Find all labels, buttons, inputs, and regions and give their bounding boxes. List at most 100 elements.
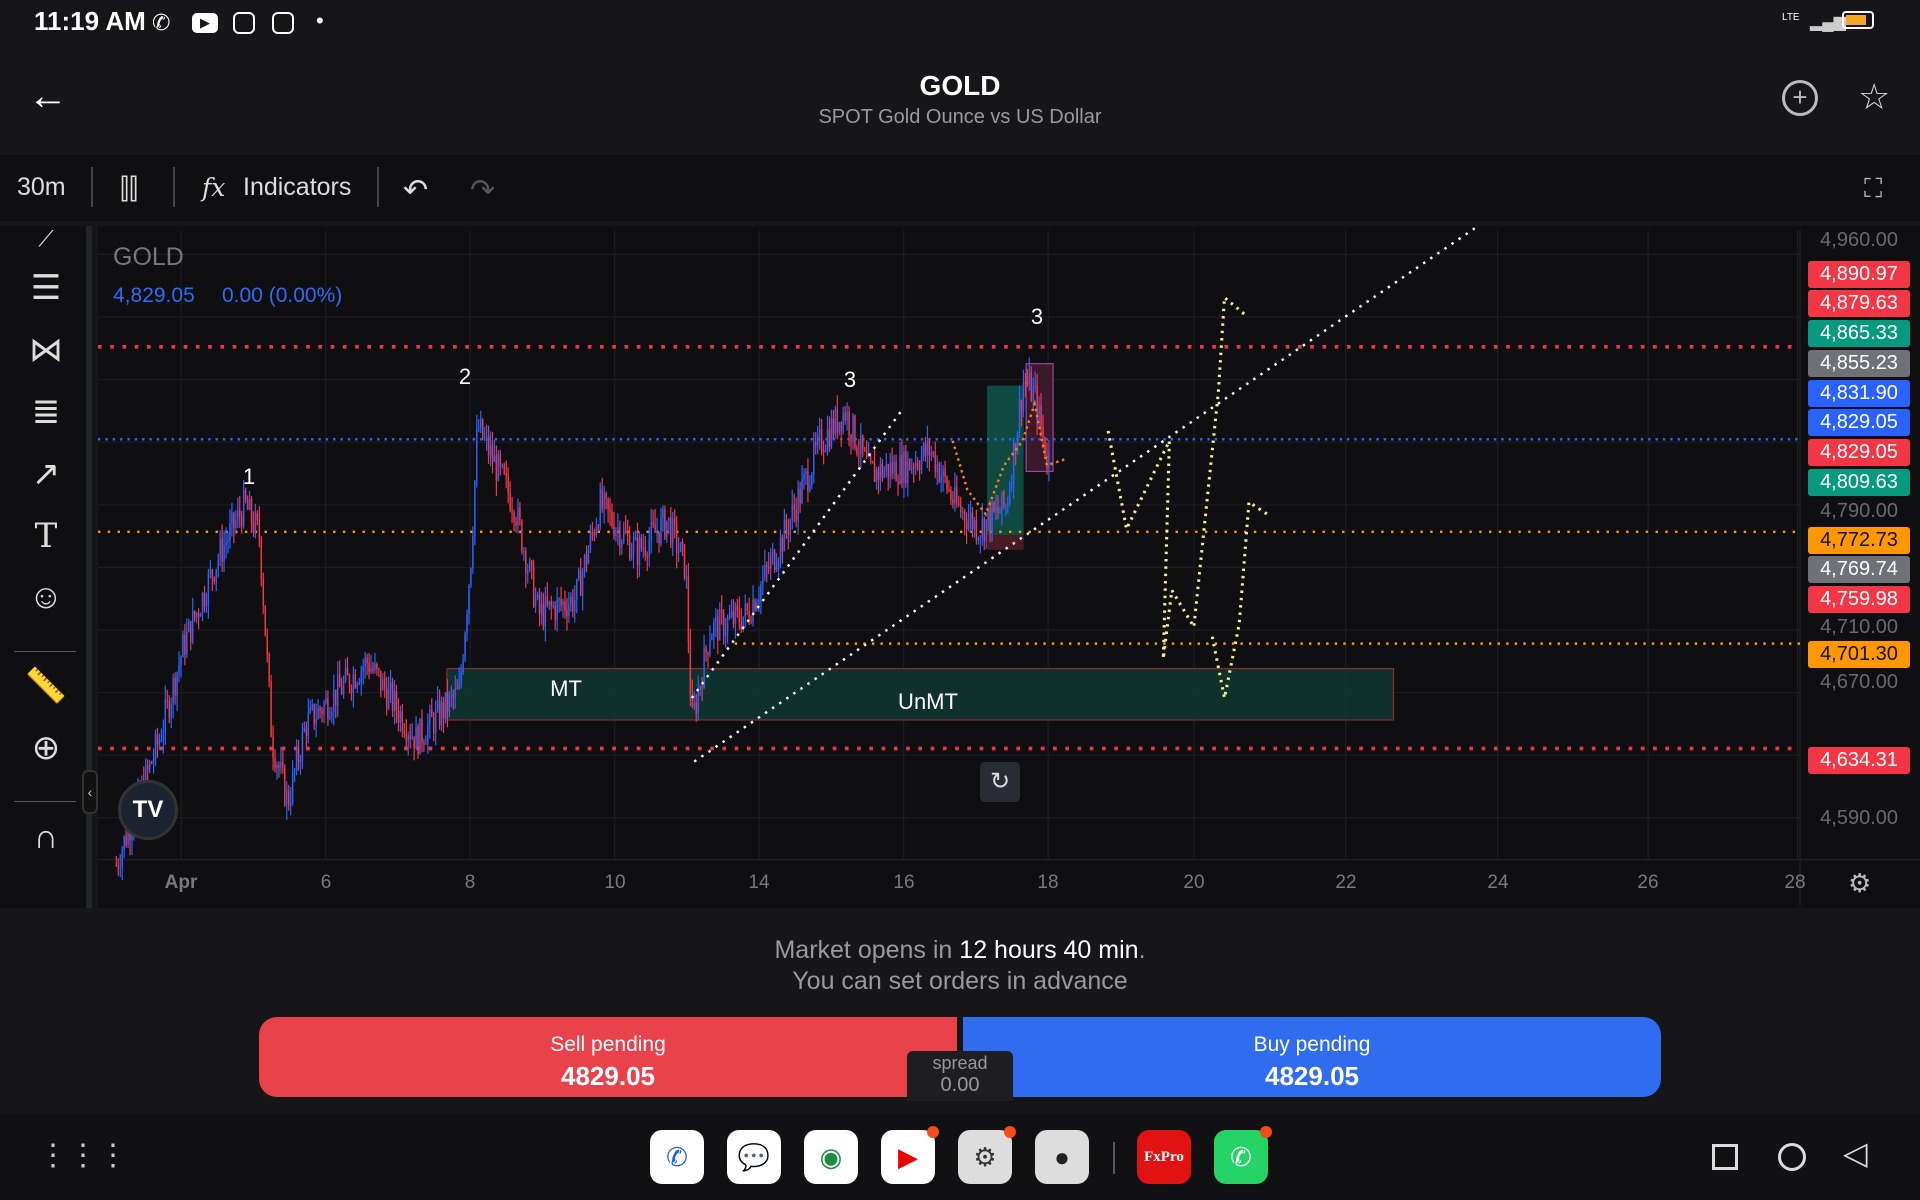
candle-body: [909, 459, 911, 470]
candle-body: [864, 449, 866, 452]
candle-body: [209, 569, 212, 575]
wave-label: 3: [843, 367, 857, 392]
settings-icon[interactable]: ⚙: [1848, 868, 1872, 898]
zoom-in-icon[interactable]: ⊕: [31, 729, 61, 767]
candlestick-icon[interactable]: ⫿⫿: [120, 173, 138, 204]
recents-button[interactable]: [1712, 1144, 1738, 1170]
trendline-tool-icon[interactable]: ⟋: [38, 226, 54, 251]
buy-pending-button[interactable]: Buy pending 4829.05: [963, 1017, 1661, 1097]
candle-body: [207, 574, 210, 605]
candle-body: [885, 464, 888, 471]
emoji-tool-icon[interactable]: ☺: [28, 578, 64, 616]
candle-body: [832, 418, 835, 434]
candle-body: [640, 537, 643, 549]
candle-body: [525, 551, 527, 574]
candle-body: [771, 550, 774, 557]
candle-body: [905, 451, 907, 483]
back-button[interactable]: ←: [28, 74, 68, 118]
wave-label: 2: [458, 364, 472, 389]
undo-icon[interactable]: ↶: [403, 174, 429, 207]
candle-body: [607, 498, 609, 510]
dot-icon: •: [316, 8, 324, 33]
candle-body: [679, 542, 682, 552]
candle-body: [928, 441, 931, 456]
fib-tool-icon[interactable]: ≣: [31, 393, 61, 431]
settings-app-icon[interactable]: ⚙: [958, 1126, 1016, 1184]
candle-body: [146, 765, 149, 770]
candle-body: [434, 709, 437, 734]
candle-body: [760, 584, 762, 600]
candle-body: [219, 538, 221, 560]
candle-body: [327, 698, 329, 719]
candle-body: [942, 468, 944, 477]
candle-body: [636, 537, 639, 565]
candle-body: [193, 611, 196, 618]
candle-body: [197, 612, 200, 617]
pattern-tool-icon[interactable]: ⋈: [29, 331, 63, 369]
candle-body: [250, 498, 253, 523]
home-button[interactable]: [1778, 1143, 1806, 1171]
whatsapp-app-icon[interactable]: ✆: [1214, 1126, 1272, 1184]
candle-body: [981, 518, 984, 538]
phone-app-icon[interactable]: ✆: [650, 1130, 704, 1184]
candle-body: [266, 635, 268, 654]
candle-body: [799, 488, 801, 503]
interval-button[interactable]: 30m: [17, 173, 66, 201]
candle-body: [352, 674, 355, 693]
candle-body: [366, 657, 368, 663]
indicators-button[interactable]: Indicators: [243, 173, 352, 201]
last-price: 4,829.05: [113, 284, 195, 307]
fxpro-app-icon[interactable]: FxPro: [1137, 1130, 1191, 1184]
collapse-panel-button[interactable]: ‹: [82, 770, 98, 814]
candle-body: [148, 762, 151, 770]
candle-body: [364, 657, 366, 667]
candle-body: [117, 865, 120, 868]
candle-body: [997, 507, 999, 513]
candle-body: [354, 674, 357, 688]
candle-body: [431, 709, 433, 717]
horizontal-lines-tool-icon[interactable]: ☰: [30, 269, 62, 307]
candle-body: [528, 560, 531, 570]
projection-tool-icon[interactable]: ↗: [31, 455, 61, 493]
chrome-app-icon[interactable]: ◉: [804, 1130, 858, 1184]
tradingview-logo[interactable]: TV: [118, 780, 178, 840]
candle-body: [846, 411, 848, 421]
camera-app-icon[interactable]: ●: [1035, 1130, 1089, 1184]
ruler-tool-icon[interactable]: 📏: [24, 667, 68, 705]
back-nav-button[interactable]: ◁: [1843, 1135, 1868, 1171]
sell-pending-button[interactable]: Sell pending 4829.05: [259, 1017, 957, 1097]
candle-body: [340, 687, 343, 695]
candle-body: [668, 517, 670, 521]
app-drawer-icon[interactable]: ⋮⋮⋮: [38, 1139, 128, 1172]
candle-body: [854, 415, 856, 448]
candle-body: [387, 688, 390, 709]
date-label: 24: [1487, 872, 1509, 893]
candle-body: [660, 517, 662, 544]
reset-chart-button[interactable]: ↻: [980, 762, 1020, 802]
text-tool-icon[interactable]: T: [34, 516, 58, 556]
fullscreen-icon[interactable]: ⛶: [1864, 173, 1883, 203]
candle-body: [421, 718, 423, 743]
candle-body: [938, 464, 940, 482]
zone-label: UnMT: [898, 689, 958, 714]
redo-icon[interactable]: ↷: [470, 174, 496, 207]
candle-body: [483, 436, 486, 439]
candle-body: [801, 479, 803, 503]
candle-body: [965, 521, 968, 530]
candle-body: [587, 549, 590, 564]
candle-body: [746, 603, 748, 611]
candle-body: [258, 520, 261, 539]
candle-body: [701, 685, 703, 689]
youtube-app-icon[interactable]: ▶: [881, 1126, 939, 1184]
star-icon[interactable]: ☆: [1858, 76, 1891, 117]
candle-body: [323, 703, 325, 715]
candle-body: [703, 647, 705, 689]
candle-body: [713, 622, 715, 637]
price-label: 4,879.63: [1808, 290, 1910, 317]
magnet-icon[interactable]: ∩: [33, 818, 59, 856]
candle-body: [229, 523, 231, 541]
add-alert-icon[interactable]: +: [1782, 80, 1818, 116]
messages-app-icon[interactable]: 💬: [727, 1130, 781, 1184]
candle-body: [926, 441, 929, 456]
